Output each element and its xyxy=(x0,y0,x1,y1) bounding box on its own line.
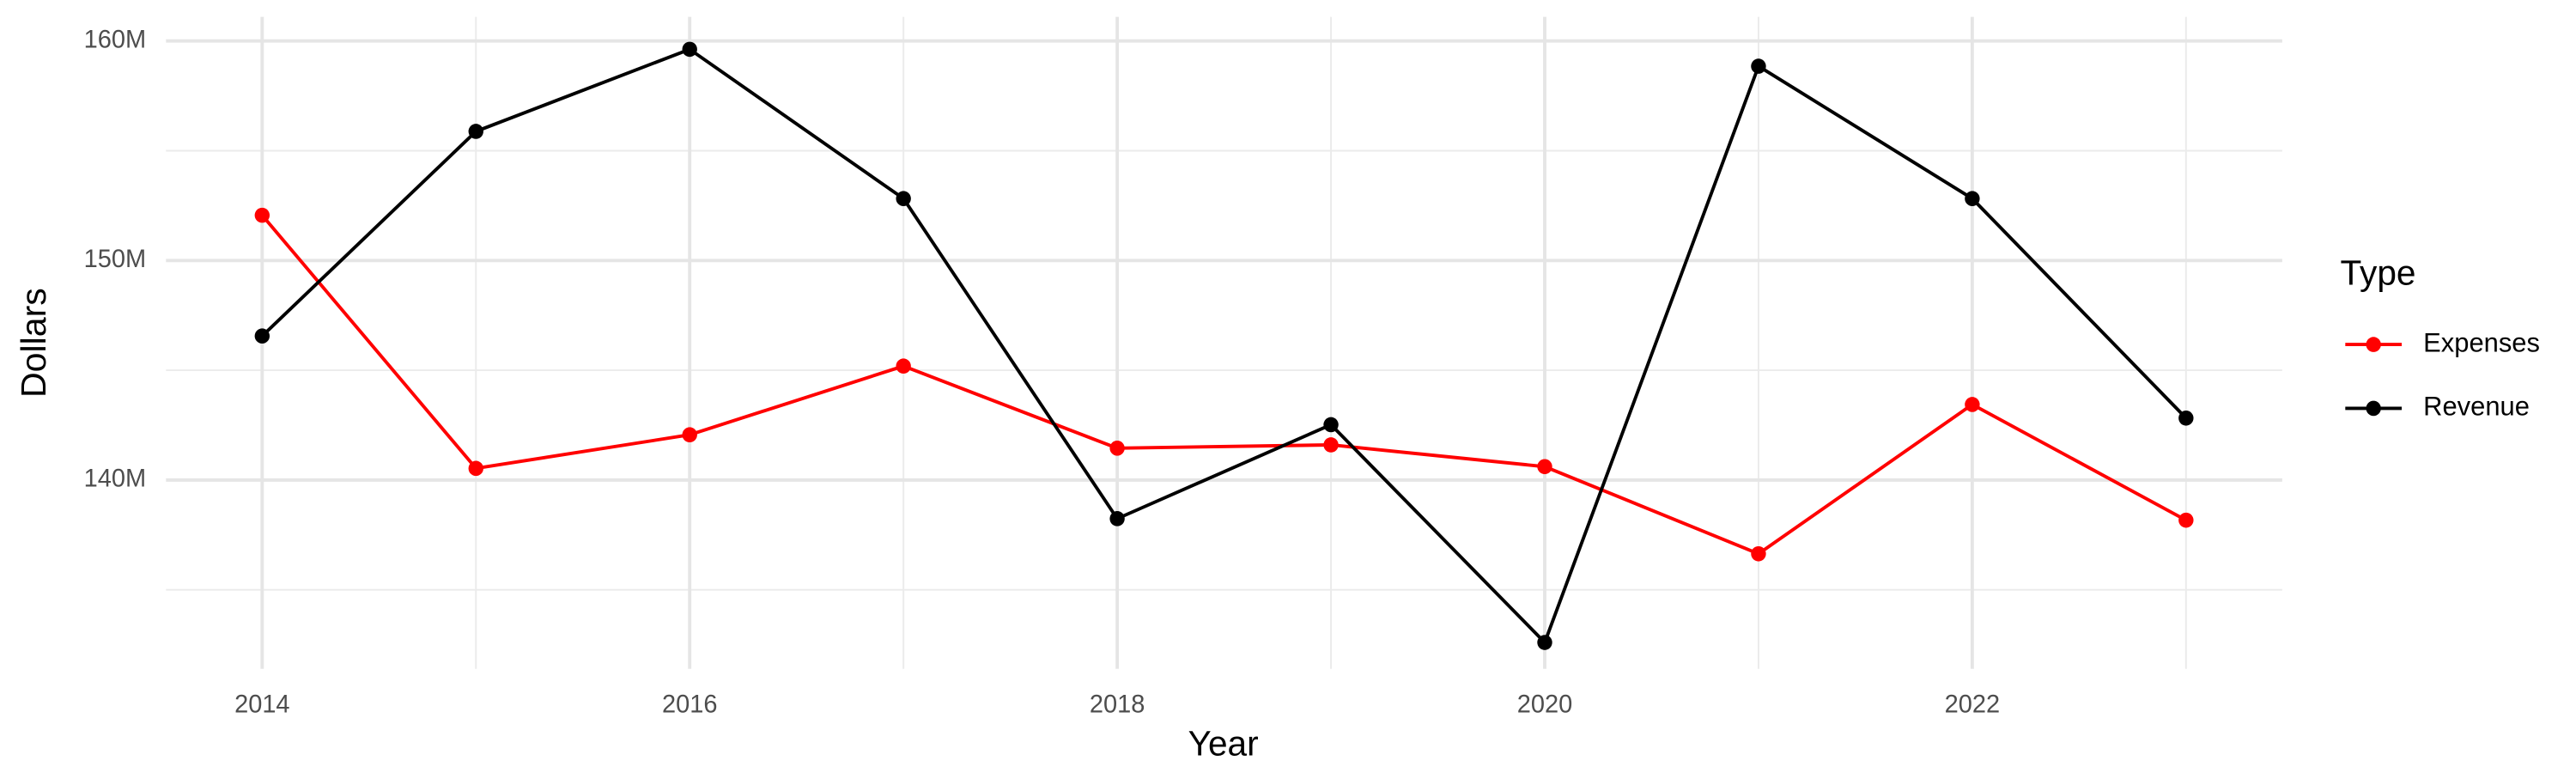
point xyxy=(682,41,697,58)
point xyxy=(896,358,911,374)
point xyxy=(1751,545,1766,562)
x-tick-label: 2014 xyxy=(234,691,289,718)
point xyxy=(1965,191,1980,207)
point xyxy=(1751,58,1766,74)
point xyxy=(1323,417,1339,433)
point xyxy=(468,124,483,139)
point xyxy=(1109,441,1125,456)
legend-key-point xyxy=(2366,400,2381,417)
legend-item: Revenue xyxy=(2345,392,2530,422)
x-tick-label: 2016 xyxy=(662,691,717,718)
point xyxy=(468,460,483,477)
x-tick-label: 2020 xyxy=(1517,691,1572,718)
point xyxy=(1537,635,1552,650)
y-tick-label: 140M xyxy=(84,465,146,492)
point xyxy=(2178,512,2194,528)
point xyxy=(1323,437,1339,453)
x-tick-label: 2022 xyxy=(1945,691,2000,718)
legend-label: Revenue xyxy=(2423,392,2530,422)
point xyxy=(1965,397,1980,412)
y-axis-title: Dollars xyxy=(14,288,53,398)
legend-title: Type xyxy=(2341,253,2416,292)
line xyxy=(260,47,2188,646)
x-axis-title: Year xyxy=(1188,723,1259,763)
grid xyxy=(166,16,2282,669)
point xyxy=(1109,511,1125,526)
legend-key-point xyxy=(2366,337,2381,352)
point xyxy=(254,207,270,223)
y-tick-label: 160M xyxy=(84,26,146,53)
legend-label: Expenses xyxy=(2423,327,2540,357)
point xyxy=(682,427,697,443)
point xyxy=(896,191,911,207)
legend-item: Expenses xyxy=(2345,327,2540,357)
point xyxy=(2178,410,2194,426)
point xyxy=(254,328,270,344)
series xyxy=(254,41,2194,650)
point xyxy=(1537,459,1552,475)
line xyxy=(260,214,2187,556)
y-tick-label: 150M xyxy=(84,246,146,273)
x-tick-label: 2018 xyxy=(1090,691,1145,718)
series xyxy=(254,207,2194,562)
